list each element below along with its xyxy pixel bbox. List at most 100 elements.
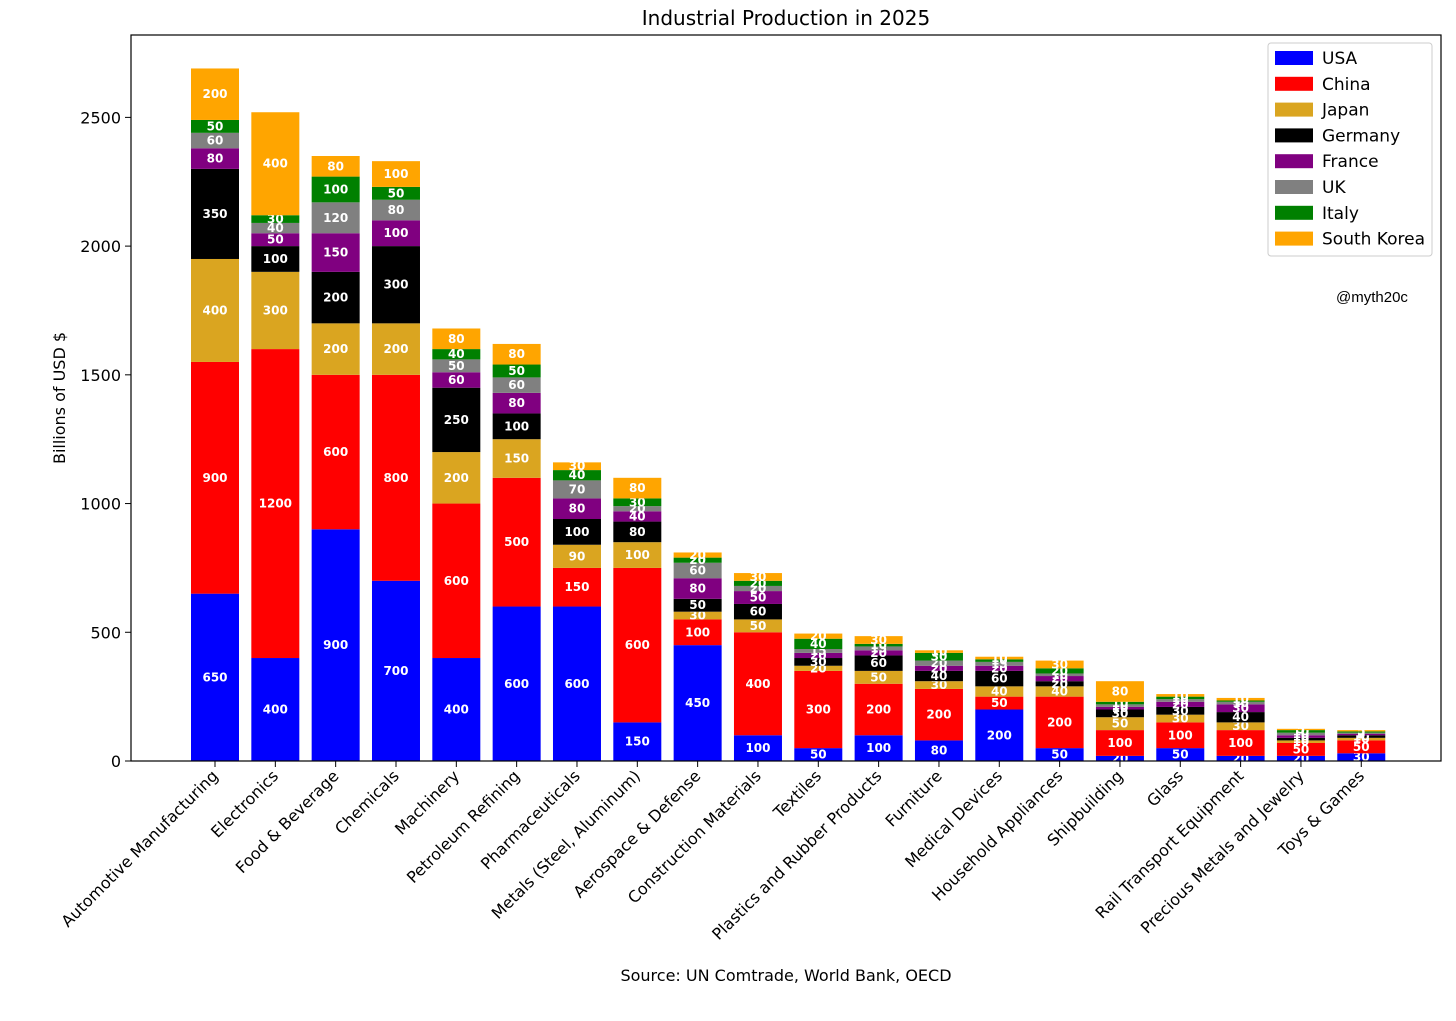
bar-segment — [191, 361, 239, 594]
bar-segment — [1216, 755, 1265, 761]
y-tick-label: 2000 — [80, 237, 121, 256]
bar-value-label: 50 — [207, 119, 224, 133]
bar-segment — [854, 646, 903, 651]
bar-value-label: 40 — [1051, 684, 1068, 698]
bar-segment — [251, 222, 300, 234]
bar-value-label: 1200 — [259, 497, 292, 511]
chart-title: Industrial Production in 2025 — [642, 6, 930, 30]
bar-value-label: 60 — [508, 378, 525, 392]
bar-value-label: 60 — [207, 134, 224, 148]
bar-segment — [1156, 696, 1205, 700]
y-tick-label: 1000 — [80, 495, 121, 514]
bar-value-label: 250 — [444, 413, 469, 427]
bar-segment — [613, 477, 662, 499]
bar-segment — [1035, 686, 1084, 697]
bar-value-label: 30 — [870, 633, 887, 647]
bar-value-label: 200 — [323, 342, 348, 356]
bar-segment — [371, 199, 420, 221]
bar-segment — [311, 176, 360, 203]
bar-segment — [1095, 706, 1144, 710]
bar-segment — [311, 202, 360, 234]
bar-segment — [613, 506, 662, 512]
bar-value-label: 350 — [202, 207, 227, 221]
bar-segment — [191, 258, 239, 362]
bar-value-label: 400 — [745, 677, 770, 691]
bar-value-label: 50 — [1353, 740, 1370, 754]
bar-value-label: 80 — [689, 582, 706, 596]
bar-value-label: 50 — [1293, 742, 1310, 756]
bar-segment — [975, 686, 1024, 697]
bar-segment — [733, 580, 782, 586]
bar-segment — [1156, 722, 1205, 749]
bar-segment — [311, 156, 360, 177]
bar-segment — [432, 452, 481, 504]
bar-value-label: 50 — [508, 364, 525, 378]
bar-value-label: 150 — [564, 580, 589, 594]
bar-value-label: 30 — [689, 609, 706, 623]
bar-value-label: 50 — [1112, 717, 1129, 731]
bar-value-label: 900 — [202, 471, 227, 485]
y-tick-label: 2500 — [80, 108, 121, 127]
bar-value-label: 60 — [870, 656, 887, 670]
bar-segment — [432, 372, 481, 388]
bar-value-label: 60 — [689, 563, 706, 577]
bar-segment — [1337, 735, 1386, 738]
bar-value-label: 100 — [625, 548, 650, 562]
bar-value-label: 30 — [569, 459, 586, 473]
bar-segment — [794, 658, 843, 666]
bar-segment — [191, 168, 239, 259]
bar-value-label: 100 — [263, 252, 288, 266]
bar-segment — [1276, 735, 1325, 738]
bar-value-label: 5 — [1297, 722, 1305, 736]
bar-segment — [673, 557, 722, 563]
bar-segment — [1337, 731, 1386, 733]
bar-value-label: 400 — [444, 703, 469, 717]
bar-value-label: 600 — [444, 574, 469, 588]
bar-segment — [371, 220, 420, 247]
y-tick-label: 0 — [111, 752, 121, 771]
bar-segment — [311, 529, 360, 761]
bar-value-label: 50 — [870, 670, 887, 684]
bar-segment — [854, 655, 903, 671]
bar-segment — [1337, 737, 1386, 741]
x-tick-label: Glass — [1143, 766, 1187, 810]
bar-segment — [311, 233, 360, 272]
bar-segment — [552, 470, 601, 481]
bar-segment — [975, 696, 1024, 710]
plot-area: 0500100015002000250065090040035080605020… — [57, 68, 1386, 944]
bar-value-label: 40 — [629, 509, 646, 523]
bar-value-label: 40 — [569, 468, 586, 482]
bar-segment — [854, 683, 903, 736]
x-tick-label: Textiles — [769, 766, 825, 822]
bar-value-label: 80 — [207, 152, 224, 166]
bar-segment — [975, 659, 1024, 662]
bar-value-label: 200 — [987, 728, 1012, 742]
bar-value-label: 100 — [685, 625, 710, 639]
bar-segment — [1337, 753, 1386, 761]
bar-segment — [914, 740, 963, 761]
bar-value-label: 50 — [388, 186, 405, 200]
bar-segment — [613, 511, 662, 522]
bar-value-label: 50 — [991, 696, 1008, 710]
legend-swatch — [1275, 205, 1313, 220]
bar-segment — [1095, 755, 1144, 761]
bar-segment — [854, 735, 903, 761]
legend-label: France — [1322, 152, 1379, 172]
bar-segment — [191, 593, 239, 761]
bar-segment — [794, 633, 843, 639]
bar-value-label: 100 — [383, 226, 408, 240]
bar-segment — [794, 638, 843, 650]
bar-value-label: 50 — [1172, 748, 1189, 762]
legend-swatch — [1275, 154, 1313, 169]
bar-segment — [1276, 742, 1325, 756]
bar-segment — [794, 665, 843, 671]
bar-value-label: 40 — [267, 221, 284, 235]
bar-value-label: 150 — [625, 735, 650, 749]
bar-segment — [733, 619, 782, 633]
legend-swatch — [1275, 180, 1313, 194]
bar-value-label: 400 — [202, 303, 227, 317]
bar-segment — [1276, 740, 1325, 743]
bar-value-label: 900 — [323, 638, 348, 652]
bar-segment — [1276, 755, 1325, 761]
bar-segment — [673, 619, 722, 646]
